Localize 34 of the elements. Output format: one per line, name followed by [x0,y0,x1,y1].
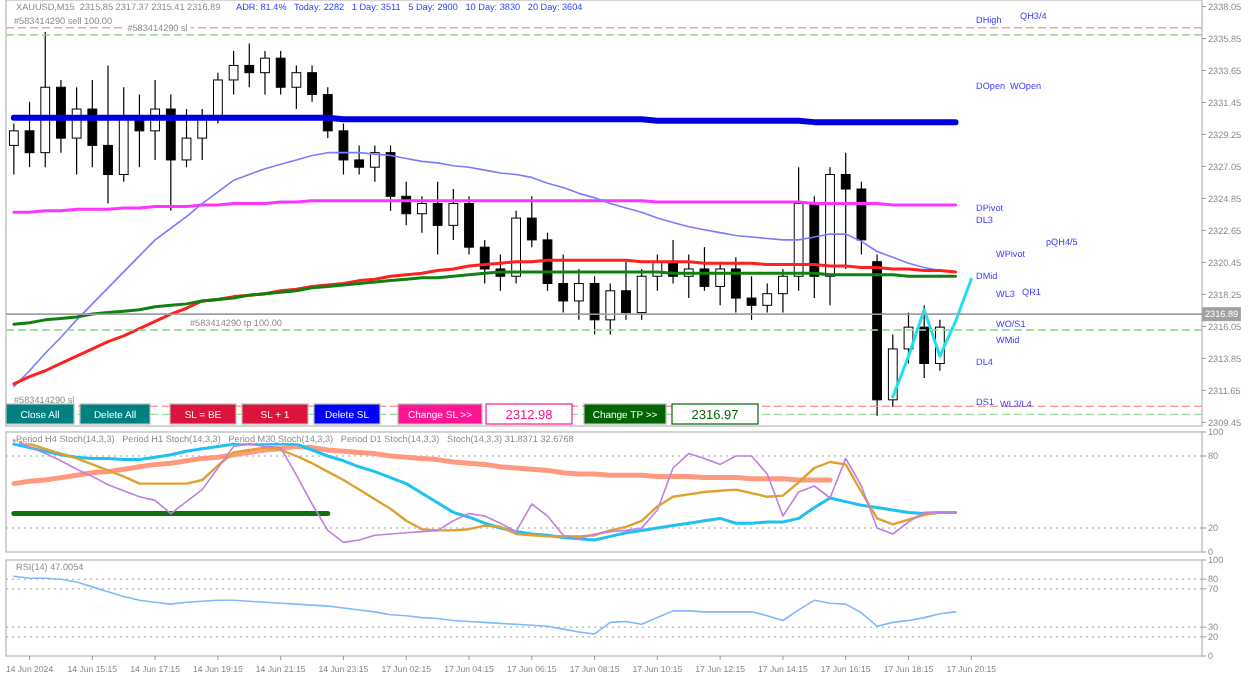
candlestick [558,253,569,314]
candlestick [542,232,553,292]
candlestick [919,304,930,379]
candlestick [573,268,584,321]
candlestick [417,195,427,234]
candlestick [746,275,757,321]
candlestick [526,195,537,248]
candlestick [762,282,773,314]
candlestick [369,144,380,183]
line-series [13,575,957,635]
candlestick [605,282,616,335]
candlestick [432,181,443,256]
candlestick [275,50,286,96]
candlestick [636,268,647,321]
candlestick [228,50,239,96]
line-series [11,443,833,487]
candlestick [464,195,474,256]
candlestick [24,101,35,168]
candlestick [291,64,302,110]
candlestick [338,122,349,176]
candlestick [244,43,255,88]
candlestick [730,256,741,314]
candlestick [354,144,365,176]
candlestick [103,64,113,205]
candlestick [448,188,459,241]
candlestick [385,144,396,212]
candlestick [181,108,192,168]
candlestick [260,50,270,96]
candlestick [212,72,223,125]
candlestick [840,152,851,270]
candlestick [307,64,317,103]
candlestick [778,268,788,314]
candlestick [621,261,631,321]
candlestick [589,275,600,335]
